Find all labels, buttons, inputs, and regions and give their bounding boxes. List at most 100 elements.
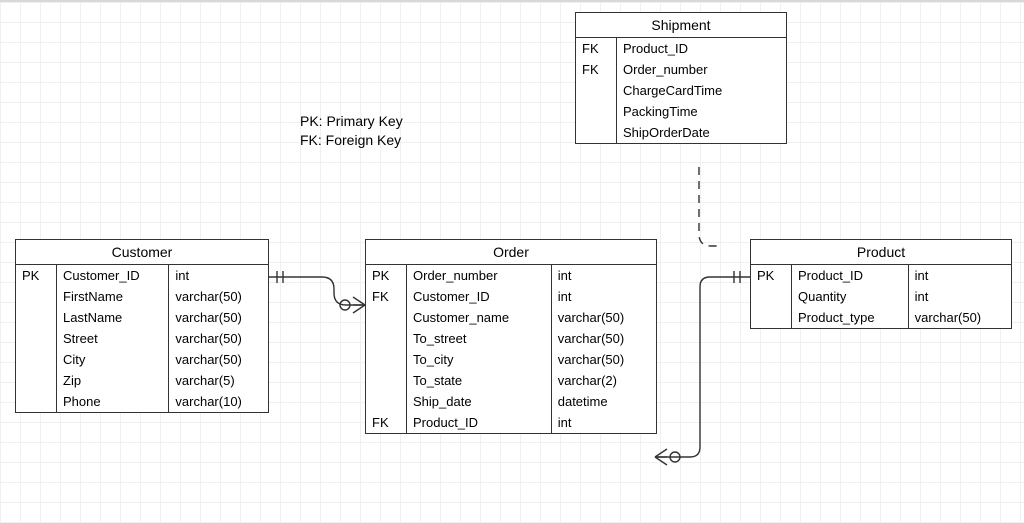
column-row: Product_typevarchar(50) [751, 307, 1011, 328]
column-name: To_city [407, 349, 552, 370]
entity-order: OrderPKOrder_numberintFKCustomer_IDintCu… [365, 239, 657, 434]
column-name: Order_number [407, 265, 552, 286]
column-type: varchar(50) [169, 286, 268, 307]
key-indicator [16, 370, 57, 391]
column-type: datetime [551, 391, 656, 412]
column-row: PackingTime [576, 101, 786, 122]
key-indicator [751, 286, 792, 307]
entity-title: Product [751, 240, 1011, 265]
key-indicator [576, 80, 617, 101]
key-indicator: FK [366, 286, 407, 307]
column-row: FKProduct_ID [576, 38, 786, 59]
entity-columns: PKCustomer_IDintFirstNamevarchar(50)Last… [16, 265, 268, 412]
column-name: PackingTime [617, 101, 787, 122]
connector-customer-order [267, 271, 365, 313]
column-name: Quantity [792, 286, 909, 307]
column-row: PKOrder_numberint [366, 265, 656, 286]
column-row: PKProduct_IDint [751, 265, 1011, 286]
key-indicator: FK [576, 59, 617, 80]
column-type: varchar(50) [551, 349, 656, 370]
column-row: Quantityint [751, 286, 1011, 307]
column-name: Phone [57, 391, 169, 412]
entity-customer: CustomerPKCustomer_IDintFirstNamevarchar… [15, 239, 269, 413]
column-name: To_street [407, 328, 552, 349]
column-type: int [551, 286, 656, 307]
key-indicator [16, 391, 57, 412]
column-name: FirstName [57, 286, 169, 307]
column-row: Zipvarchar(5) [16, 370, 268, 391]
column-row: ChargeCardTime [576, 80, 786, 101]
erd-canvas: PK: Primary Key FK: Foreign Key Shipment… [0, 0, 1024, 523]
column-type: varchar(50) [169, 307, 268, 328]
column-name: ChargeCardTime [617, 80, 787, 101]
column-name: Zip [57, 370, 169, 391]
column-row: To_streetvarchar(50) [366, 328, 656, 349]
column-name: To_state [407, 370, 552, 391]
column-row: LastNamevarchar(50) [16, 307, 268, 328]
key-indicator: FK [576, 38, 617, 59]
key-indicator [366, 349, 407, 370]
column-name: Product_type [792, 307, 909, 328]
entity-title: Shipment [576, 13, 786, 38]
key-indicator: PK [751, 265, 792, 286]
column-type: varchar(10) [169, 391, 268, 412]
key-indicator: PK [366, 265, 407, 286]
column-name: Product_ID [407, 412, 552, 433]
entity-product: ProductPKProduct_IDintQuantityintProduct… [750, 239, 1012, 329]
column-name: Ship_date [407, 391, 552, 412]
column-name: Product_ID [617, 38, 787, 59]
entity-columns: FKProduct_IDFKOrder_numberChargeCardTime… [576, 38, 786, 143]
entity-title: Customer [16, 240, 268, 265]
legend: PK: Primary Key FK: Foreign Key [300, 112, 403, 150]
column-type: varchar(50) [169, 349, 268, 370]
column-row: ShipOrderDate [576, 122, 786, 143]
key-indicator: FK [366, 412, 407, 433]
entity-columns: PKOrder_numberintFKCustomer_IDintCustome… [366, 265, 656, 433]
key-indicator [16, 307, 57, 328]
column-row: Cityvarchar(50) [16, 349, 268, 370]
key-indicator [16, 349, 57, 370]
column-type: varchar(50) [169, 328, 268, 349]
key-indicator [366, 370, 407, 391]
column-row: Customer_namevarchar(50) [366, 307, 656, 328]
column-type: varchar(50) [551, 328, 656, 349]
column-name: Customer_ID [407, 286, 552, 307]
key-indicator [16, 328, 57, 349]
key-indicator [576, 122, 617, 143]
column-row: PKCustomer_IDint [16, 265, 268, 286]
column-row: Phonevarchar(10) [16, 391, 268, 412]
key-indicator: PK [16, 265, 57, 286]
column-name: Product_ID [792, 265, 909, 286]
column-type: varchar(50) [551, 307, 656, 328]
entity-title: Order [366, 240, 656, 265]
connector-order-shipment [699, 167, 719, 246]
key-indicator [366, 307, 407, 328]
entity-columns: PKProduct_IDintQuantityintProduct_typeva… [751, 265, 1011, 328]
column-type: varchar(2) [551, 370, 656, 391]
key-indicator [366, 328, 407, 349]
column-name: Street [57, 328, 169, 349]
column-name: City [57, 349, 169, 370]
connector-order-product [655, 271, 750, 465]
column-row: To_cityvarchar(50) [366, 349, 656, 370]
column-row: Streetvarchar(50) [16, 328, 268, 349]
column-name: Customer_ID [57, 265, 169, 286]
column-row: FKCustomer_IDint [366, 286, 656, 307]
column-type: varchar(50) [908, 307, 1011, 328]
column-type: int [908, 265, 1011, 286]
entity-shipment: ShipmentFKProduct_IDFKOrder_numberCharge… [575, 12, 787, 144]
key-indicator [16, 286, 57, 307]
column-row: FirstNamevarchar(50) [16, 286, 268, 307]
column-row: FKOrder_number [576, 59, 786, 80]
key-indicator [751, 307, 792, 328]
column-type: varchar(5) [169, 370, 268, 391]
column-name: LastName [57, 307, 169, 328]
key-indicator [576, 101, 617, 122]
column-row: Ship_datedatetime [366, 391, 656, 412]
legend-pk: PK: Primary Key [300, 112, 403, 131]
key-indicator [366, 391, 407, 412]
column-type: int [169, 265, 268, 286]
column-name: ShipOrderDate [617, 122, 787, 143]
legend-fk: FK: Foreign Key [300, 131, 403, 150]
column-row: FKProduct_IDint [366, 412, 656, 433]
